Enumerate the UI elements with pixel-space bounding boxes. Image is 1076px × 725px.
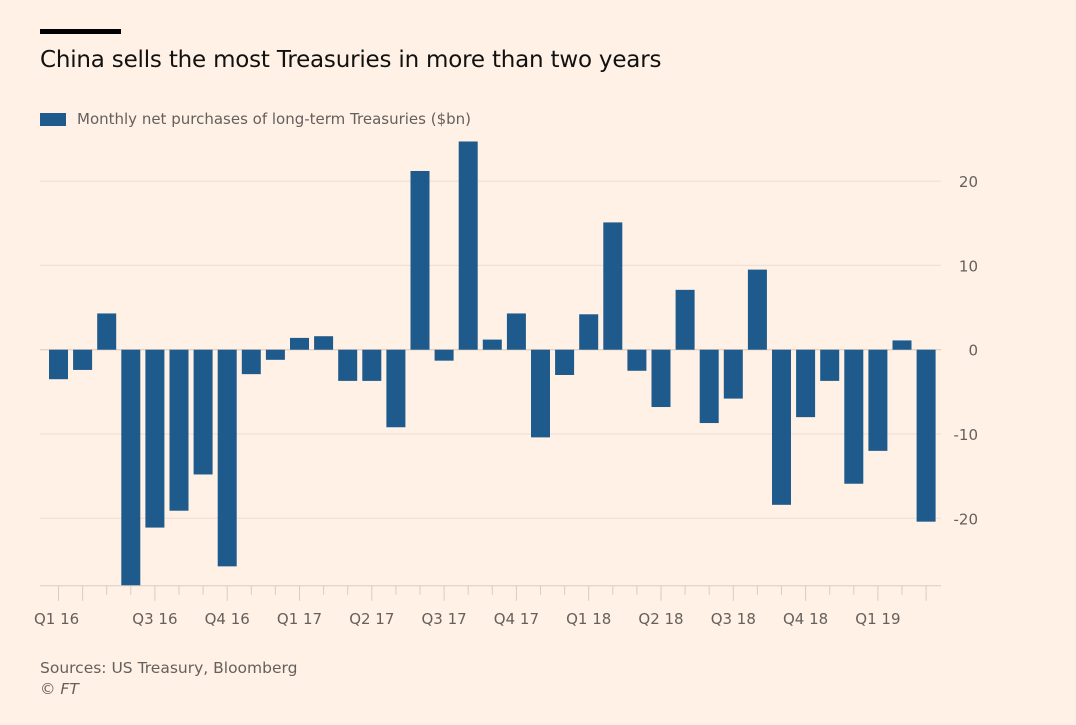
bar [675, 289, 695, 350]
bar [49, 349, 68, 380]
bar [265, 349, 285, 360]
bar [193, 349, 213, 475]
bar [892, 340, 912, 350]
x-tick-label: Q1 18 [566, 610, 611, 628]
x-axis [40, 585, 941, 601]
x-tick-label: Q4 17 [494, 610, 539, 628]
x-tick-label: Q1 19 [855, 610, 900, 628]
bar [868, 349, 888, 451]
y-tick-label: -10 [954, 426, 979, 444]
bar [458, 141, 478, 350]
bar [820, 349, 840, 381]
y-tick-label: 0 [968, 342, 978, 360]
bar [410, 170, 430, 350]
footer: Sources: US Treasury, Bloomberg © FT [40, 658, 297, 700]
x-tick-label: Q4 16 [205, 610, 250, 628]
bar [531, 349, 550, 438]
bar [241, 349, 261, 375]
bar [651, 349, 671, 408]
x-tick-label: Q3 17 [421, 610, 466, 628]
ft-header-rule [40, 29, 121, 34]
bar [97, 313, 117, 350]
bar [555, 349, 575, 375]
bar [772, 349, 791, 505]
chart-title: China sells the most Treasuries in more … [40, 47, 662, 73]
bar [579, 314, 599, 350]
bar [627, 349, 647, 371]
bar [362, 349, 382, 381]
bar [747, 269, 767, 350]
bars [49, 141, 936, 586]
bar [844, 349, 864, 484]
x-tick-label: Q1 16 [34, 610, 79, 628]
x-tick-label: Q1 17 [277, 610, 322, 628]
x-tick-label: Q4 18 [783, 610, 828, 628]
bar [73, 349, 93, 370]
bar [482, 339, 502, 350]
bar [121, 349, 141, 586]
x-axis-labels: Q1 16 Q3 16 Q4 16 Q1 17 Q2 17 Q3 17 Q4 17 Q1 18… [34, 610, 901, 628]
bar [169, 349, 189, 511]
bar [386, 349, 406, 428]
bar [699, 349, 719, 424]
bar [506, 313, 526, 350]
bar [916, 349, 936, 522]
y-axis: 20 10 0 -10 -20 [954, 173, 979, 528]
y-tick-label: 10 [959, 257, 978, 275]
bar [217, 349, 237, 567]
copyright-note: © FT [40, 680, 79, 698]
bar [434, 349, 454, 361]
x-tick-label: Q2 18 [638, 610, 683, 628]
bar [145, 349, 165, 528]
bar [796, 349, 816, 418]
bar [338, 349, 358, 381]
x-tick-label: Q2 17 [349, 610, 394, 628]
x-tick-label: Q3 18 [711, 610, 756, 628]
sources-note: Sources: US Treasury, Bloomberg [40, 659, 298, 677]
y-tick-label: -20 [954, 510, 979, 528]
bar [723, 349, 743, 399]
x-tick-label: Q3 16 [132, 610, 177, 628]
bar [603, 222, 623, 350]
bar [290, 337, 309, 350]
legend: Monthly net purchases of long-term Treas… [40, 110, 471, 128]
y-tick-label: 20 [959, 173, 978, 191]
legend-label: Monthly net purchases of long-term Treas… [77, 110, 472, 128]
legend-swatch [40, 112, 66, 126]
bar [314, 336, 334, 350]
